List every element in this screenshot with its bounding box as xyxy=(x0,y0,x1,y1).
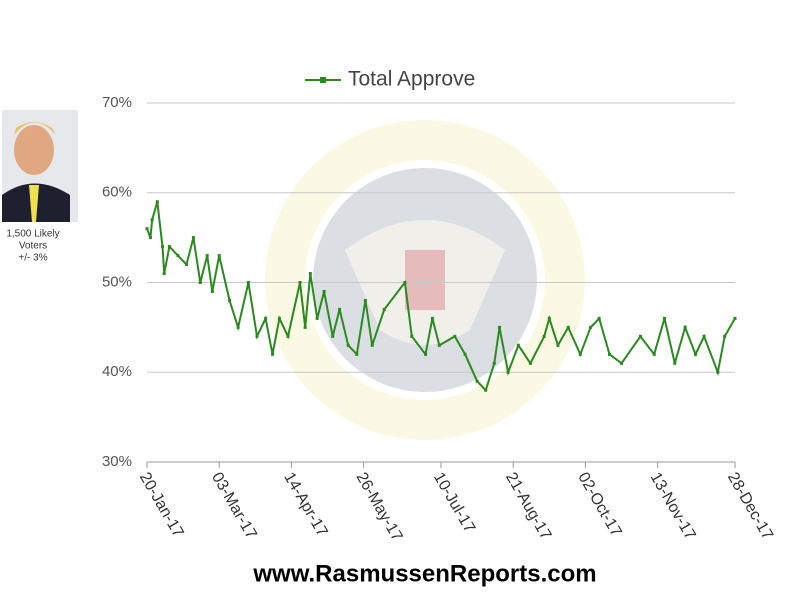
point xyxy=(733,316,737,320)
point xyxy=(298,281,302,284)
point xyxy=(228,298,232,302)
footer: www.RasmussenReports.com xyxy=(252,560,596,587)
point xyxy=(497,325,501,329)
point xyxy=(453,334,457,338)
point xyxy=(506,370,510,374)
point xyxy=(410,334,414,338)
point xyxy=(484,388,488,392)
point xyxy=(308,272,312,276)
point xyxy=(355,352,359,356)
y-tick-label: 50% xyxy=(102,273,132,290)
point xyxy=(597,316,601,320)
caption: +/- 3% xyxy=(18,253,47,264)
point xyxy=(492,361,496,365)
point xyxy=(198,281,202,284)
point xyxy=(437,343,441,347)
point xyxy=(547,316,551,320)
x-tick-label: 03-Mar-17 xyxy=(208,470,260,543)
y-tick-label: 30% xyxy=(102,453,132,470)
point xyxy=(176,254,180,258)
point xyxy=(210,289,214,293)
point xyxy=(148,236,152,240)
point xyxy=(716,370,720,374)
seal-watermark xyxy=(265,120,585,440)
point xyxy=(264,316,268,320)
caption: Voters xyxy=(19,241,47,252)
point xyxy=(370,343,374,347)
x-tick-label: 13-Nov-17 xyxy=(647,470,699,543)
point xyxy=(589,325,593,329)
point xyxy=(155,200,159,204)
point xyxy=(255,334,259,338)
point xyxy=(346,343,350,347)
point xyxy=(424,352,428,356)
point xyxy=(185,263,189,267)
point xyxy=(607,352,611,356)
point xyxy=(236,325,240,329)
point xyxy=(693,352,697,356)
caption: 1,500 Likely xyxy=(6,229,59,240)
point xyxy=(191,236,195,240)
point xyxy=(463,352,467,356)
point xyxy=(167,245,171,249)
point xyxy=(620,361,624,365)
point xyxy=(303,325,307,329)
point xyxy=(578,352,582,356)
x-tick-label: 28-Dec-17 xyxy=(724,470,776,543)
point xyxy=(160,245,164,249)
point xyxy=(162,272,166,276)
x-tick-label: 20-Jan-17 xyxy=(136,470,187,541)
point xyxy=(528,361,532,365)
point xyxy=(702,334,706,338)
point xyxy=(403,281,407,284)
point xyxy=(315,316,319,320)
point xyxy=(322,289,326,293)
point xyxy=(217,254,221,258)
point xyxy=(723,334,727,338)
x-tick-label: 26-May-17 xyxy=(353,470,406,545)
x-tick-label: 21-Aug-17 xyxy=(502,470,554,543)
point xyxy=(663,316,667,320)
point xyxy=(566,325,570,329)
photo xyxy=(2,110,78,222)
x-tick-label: 14-Apr-17 xyxy=(280,470,330,540)
point xyxy=(246,281,250,284)
legend-label: Total Approve xyxy=(348,68,475,91)
y-tick-label: 70% xyxy=(102,94,132,111)
y-tick-label: 40% xyxy=(102,363,132,380)
point xyxy=(673,361,677,365)
legend-swatch xyxy=(320,77,326,83)
y-tick-label: 60% xyxy=(102,184,132,201)
point xyxy=(475,379,479,383)
point xyxy=(145,227,149,231)
point xyxy=(363,298,367,302)
point xyxy=(338,307,342,311)
point xyxy=(683,325,687,329)
point xyxy=(150,218,154,222)
point xyxy=(652,352,656,356)
point xyxy=(271,352,275,356)
point xyxy=(382,307,386,311)
x-tick-label: 10-Jul-17 xyxy=(430,470,478,536)
point xyxy=(542,334,546,338)
point xyxy=(638,334,642,338)
point xyxy=(430,316,434,320)
point xyxy=(516,343,520,347)
point xyxy=(556,343,560,347)
point xyxy=(205,254,209,258)
point xyxy=(331,334,335,338)
point xyxy=(277,316,281,320)
point xyxy=(286,334,290,338)
x-tick-label: 02-Oct-17 xyxy=(574,470,624,540)
